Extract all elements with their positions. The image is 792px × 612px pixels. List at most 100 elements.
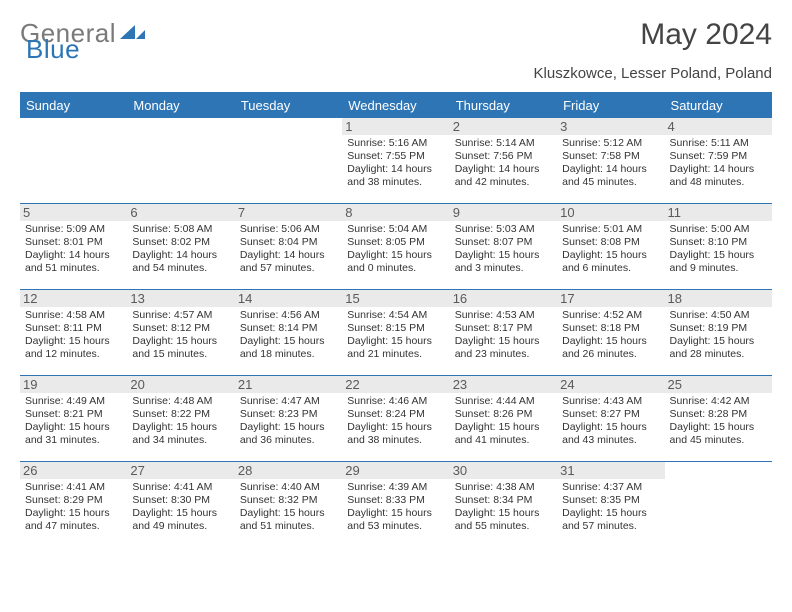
day-details: Sunrise: 4:42 AMSunset: 8:28 PMDaylight:…	[670, 395, 767, 448]
day-details: Sunrise: 4:38 AMSunset: 8:34 PMDaylight:…	[455, 481, 552, 534]
calendar-cell: 30 Sunrise: 4:38 AMSunset: 8:34 PMDayligh…	[450, 462, 557, 548]
day-details: Sunrise: 5:01 AMSunset: 8:08 PMDaylight:…	[562, 223, 659, 276]
day-number: 13	[127, 290, 234, 307]
day-details: Sunrise: 5:12 AMSunset: 7:58 PMDaylight:…	[562, 137, 659, 190]
calendar-cell: 7Sunrise: 5:06 AMSunset: 8:04 PMDaylight…	[235, 204, 342, 290]
weekday-header: Monday	[127, 93, 234, 118]
calendar-cell: 25 Sunrise: 4:42 AMSunset: 8:28 PMDayligh…	[665, 376, 772, 462]
day-number: 18	[665, 290, 772, 307]
day-number: 27	[127, 462, 234, 479]
day-number: 19	[20, 376, 127, 393]
calendar-cell: 1 Sunrise: 5:16 AMSunset: 7:55 PMDaylight…	[342, 118, 449, 204]
page-title: May 2024	[640, 18, 772, 52]
weekday-header: Friday	[557, 93, 664, 118]
day-number: 29	[342, 462, 449, 479]
day-details: Sunrise: 4:54 AMSunset: 8:15 PMDaylight:…	[347, 309, 444, 362]
logo-mark-icon	[120, 18, 146, 49]
day-number: 9	[450, 204, 557, 221]
day-details: Sunrise: 5:09 AMSunset: 8:01 PMDaylight:…	[25, 223, 122, 276]
weekday-header: Thursday	[450, 93, 557, 118]
day-number: 30	[450, 462, 557, 479]
day-details: Sunrise: 4:56 AMSunset: 8:14 PMDaylight:…	[240, 309, 337, 362]
day-number: 23	[450, 376, 557, 393]
calendar-cell: 17Sunrise: 4:52 AMSunset: 8:18 PMDayligh…	[557, 290, 664, 376]
weekday-header: Tuesday	[235, 93, 342, 118]
day-details: Sunrise: 5:16 AMSunset: 7:55 PMDaylight:…	[347, 137, 444, 190]
day-number: 3	[557, 118, 664, 135]
day-number: 10	[557, 204, 664, 221]
day-number: 20	[127, 376, 234, 393]
calendar-cell: 10 Sunrise: 5:01 AMSunset: 8:08 PMDayligh…	[557, 204, 664, 290]
day-details: Sunrise: 5:08 AMSunset: 8:02 PMDaylight:…	[132, 223, 229, 276]
day-details: Sunrise: 4:39 AMSunset: 8:33 PMDaylight:…	[347, 481, 444, 534]
day-details: Sunrise: 4:58 AMSunset: 8:11 PMDaylight:…	[25, 309, 122, 362]
calendar-cell	[665, 462, 772, 548]
day-details: Sunrise: 4:41 AMSunset: 8:29 PMDaylight:…	[25, 481, 122, 534]
day-number: 22	[342, 376, 449, 393]
calendar-cell: 31 Sunrise: 4:37 AMSunset: 8:35 PMDayligh…	[557, 462, 664, 548]
calendar-cell: 12 Sunrise: 4:58 AMSunset: 8:11 PMDayligh…	[20, 290, 127, 376]
day-number: 15	[342, 290, 449, 307]
day-number: 6	[127, 204, 234, 221]
day-number: 25	[665, 376, 772, 393]
calendar-cell: 14 Sunrise: 4:56 AMSunset: 8:14 PMDayligh…	[235, 290, 342, 376]
calendar-cell: 18 Sunrise: 4:50 AMSunset: 8:19 PMDayligh…	[665, 290, 772, 376]
calendar-cell: 8 Sunrise: 5:04 AMSunset: 8:05 PMDaylight…	[342, 204, 449, 290]
calendar-cell: 23 Sunrise: 4:44 AMSunset: 8:26 PMDayligh…	[450, 376, 557, 462]
calendar-cell: 22 Sunrise: 4:46 AMSunset: 8:24 PMDayligh…	[342, 376, 449, 462]
calendar-cell: 20 Sunrise: 4:48 AMSunset: 8:22 PMDayligh…	[127, 376, 234, 462]
day-details: Sunrise: 5:04 AMSunset: 8:05 PMDaylight:…	[347, 223, 444, 276]
day-details: Sunrise: 4:41 AMSunset: 8:30 PMDaylight:…	[132, 481, 229, 534]
day-number: 7	[235, 204, 342, 221]
day-number: 28	[235, 462, 342, 479]
day-details: Sunrise: 4:47 AMSunset: 8:23 PMDaylight:…	[240, 395, 337, 448]
day-number: 4	[665, 118, 772, 135]
calendar-cell: 24 Sunrise: 4:43 AMSunset: 8:27 PMDayligh…	[557, 376, 664, 462]
calendar-cell: 15 Sunrise: 4:54 AMSunset: 8:15 PMDayligh…	[342, 290, 449, 376]
day-number: 8	[342, 204, 449, 221]
logo-text-2: Blue	[26, 34, 80, 65]
day-number: 17	[557, 290, 664, 307]
calendar-cell: 11 Sunrise: 5:00 AMSunset: 8:10 PMDayligh…	[665, 204, 772, 290]
weekday-header: Sunday	[20, 93, 127, 118]
day-details: Sunrise: 4:37 AMSunset: 8:35 PMDaylight:…	[562, 481, 659, 534]
day-details: Sunrise: 4:44 AMSunset: 8:26 PMDaylight:…	[455, 395, 552, 448]
day-number: 1	[342, 118, 449, 135]
day-details: Sunrise: 4:48 AMSunset: 8:22 PMDaylight:…	[132, 395, 229, 448]
day-details: Sunrise: 5:00 AMSunset: 8:10 PMDaylight:…	[670, 223, 767, 276]
day-number: 11	[665, 204, 772, 221]
day-details: Sunrise: 4:43 AMSunset: 8:27 PMDaylight:…	[562, 395, 659, 448]
calendar-cell	[127, 118, 234, 204]
day-number: 24	[557, 376, 664, 393]
day-details: Sunrise: 4:57 AMSunset: 8:12 PMDaylight:…	[132, 309, 229, 362]
calendar-cell: 27 Sunrise: 4:41 AMSunset: 8:30 PMDayligh…	[127, 462, 234, 548]
day-number: 16	[450, 290, 557, 307]
day-details: Sunrise: 5:03 AMSunset: 8:07 PMDaylight:…	[455, 223, 552, 276]
day-number: 5	[20, 204, 127, 221]
day-details: Sunrise: 5:14 AMSunset: 7:56 PMDaylight:…	[455, 137, 552, 190]
calendar-cell: 6 Sunrise: 5:08 AMSunset: 8:02 PMDaylight…	[127, 204, 234, 290]
calendar-cell: 4Sunrise: 5:11 AMSunset: 7:59 PMDaylight…	[665, 118, 772, 204]
day-details: Sunrise: 4:50 AMSunset: 8:19 PMDaylight:…	[670, 309, 767, 362]
calendar-cell: 16 Sunrise: 4:53 AMSunset: 8:17 PMDayligh…	[450, 290, 557, 376]
calendar-cell	[20, 118, 127, 204]
day-details: Sunrise: 4:46 AMSunset: 8:24 PMDaylight:…	[347, 395, 444, 448]
calendar-cell: 3 Sunrise: 5:12 AMSunset: 7:58 PMDaylight…	[557, 118, 664, 204]
calendar-cell: 9 Sunrise: 5:03 AMSunset: 8:07 PMDaylight…	[450, 204, 557, 290]
calendar-cell	[235, 118, 342, 204]
calendar-cell: 13 Sunrise: 4:57 AMSunset: 8:12 PMDayligh…	[127, 290, 234, 376]
calendar-cell: 28 Sunrise: 4:40 AMSunset: 8:32 PMDayligh…	[235, 462, 342, 548]
day-details: Sunrise: 4:40 AMSunset: 8:32 PMDaylight:…	[240, 481, 337, 534]
day-details: Sunrise: 4:53 AMSunset: 8:17 PMDaylight:…	[455, 309, 552, 362]
day-number: 21	[235, 376, 342, 393]
calendar-cell: 26 Sunrise: 4:41 AMSunset: 8:29 PMDayligh…	[20, 462, 127, 548]
day-number: 12	[20, 290, 127, 307]
weekday-header: Saturday	[665, 93, 772, 118]
day-details: Sunrise: 4:49 AMSunset: 8:21 PMDaylight:…	[25, 395, 122, 448]
day-number: 2	[450, 118, 557, 135]
weekday-header: Wednesday	[342, 93, 449, 118]
day-number: 31	[557, 462, 664, 479]
day-number: 14	[235, 290, 342, 307]
day-number: 26	[20, 462, 127, 479]
calendar-cell: 5 Sunrise: 5:09 AMSunset: 8:01 PMDaylight…	[20, 204, 127, 290]
